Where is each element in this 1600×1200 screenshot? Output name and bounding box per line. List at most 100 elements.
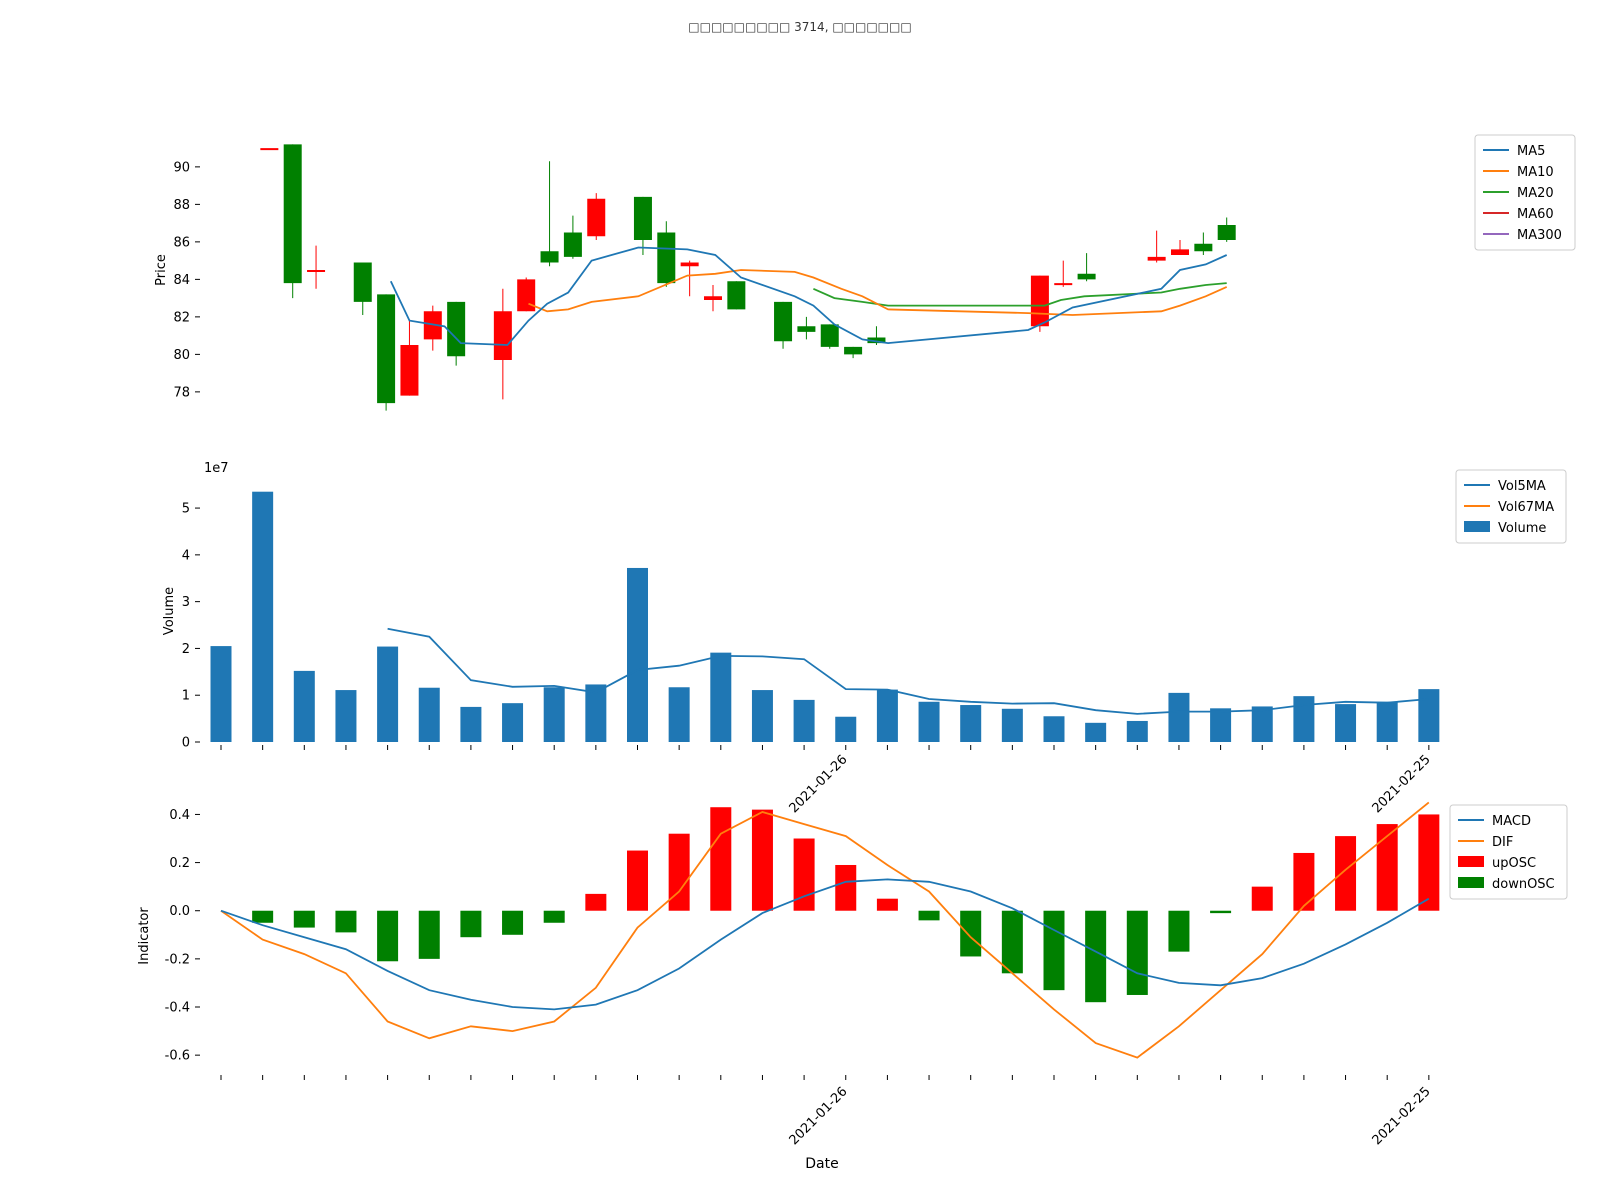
candle-body [260, 148, 279, 151]
osc-up-bar [710, 807, 732, 911]
candle [657, 221, 676, 287]
indicator-line-dif [220, 801, 1430, 1059]
legend-label: DIF [1492, 835, 1513, 850]
volume-bar [710, 652, 732, 742]
price-y-tick-label: 90 [173, 160, 190, 175]
volume-bar [1085, 722, 1107, 742]
volume-bar [1126, 720, 1148, 742]
volume-bar [1168, 692, 1190, 742]
candle [400, 320, 419, 396]
price-legend-frame [1474, 134, 1576, 251]
price-y-label: Price [154, 254, 169, 286]
volume-bar [585, 684, 607, 742]
indicator-x-tick-label: 2021-02-25 [1370, 1084, 1434, 1148]
price-legend: MA5 MA10 MA20 MA60 MA300 [1474, 134, 1576, 251]
candle [704, 285, 722, 312]
legend-label: upOSC [1492, 856, 1536, 871]
volume-bar [1043, 716, 1065, 742]
candle-body [1030, 275, 1049, 327]
volume-bar [751, 690, 773, 742]
osc-down-bar [543, 910, 565, 923]
volume-legend: Vol5MA Vol67MA Volume [1455, 469, 1567, 544]
osc-up-bar [585, 893, 607, 911]
legend-label: MACD [1492, 814, 1531, 829]
legend-label: MA60 [1517, 207, 1554, 222]
price-line-ma20 [813, 282, 1227, 307]
price-line-ma5 [389, 246, 1228, 346]
volume-y-tick-label: 3 [182, 595, 190, 610]
volume-bar [1251, 706, 1273, 742]
price-y-tick-label: 82 [173, 310, 190, 325]
price-y-tick-label: 78 [173, 385, 190, 400]
indicator-y-tick-label: 0.2 [169, 856, 190, 871]
volume-bar [210, 646, 232, 742]
legend-swatch [1464, 521, 1490, 532]
candle-body [657, 232, 676, 284]
osc-up-bar [793, 838, 815, 911]
candle-body [867, 337, 886, 344]
price-y-tick-label: 88 [173, 198, 190, 213]
price-y-axis: 78 80 82 84 86 88 90 [173, 160, 200, 400]
osc-up-bar [751, 809, 773, 911]
candle [820, 324, 839, 349]
candle [283, 144, 302, 299]
volume-scale-label: 1e7 [204, 461, 229, 476]
candle [1194, 232, 1213, 255]
indicator-y-label: Indicator [137, 907, 152, 965]
candle [797, 316, 816, 340]
candle-body [493, 311, 512, 360]
candle-body [1171, 249, 1189, 255]
volume-bar [835, 716, 857, 742]
osc-down-bar [293, 910, 315, 928]
indicator-y-tick-label: -0.4 [165, 1001, 190, 1016]
osc-up-bar [835, 864, 857, 911]
volume-bar [1418, 689, 1440, 742]
candle [563, 215, 582, 259]
price-line-ma10 [528, 269, 1228, 316]
indicator-legend: MACD DIF upOSC downOSC [1449, 804, 1568, 900]
volume-bar [502, 703, 524, 742]
legend-label: downOSC [1492, 877, 1555, 892]
candle-body [1147, 256, 1166, 261]
candle-body [1054, 283, 1073, 286]
volume-x-tick-label: 2021-01-26 [787, 752, 851, 816]
indicator-y-tick-label: 0.4 [169, 808, 190, 823]
candle-body [1077, 273, 1096, 280]
volume-bar [918, 701, 940, 742]
candle-body [307, 270, 326, 272]
indicator-line-macd [220, 878, 1430, 1011]
osc-down-bar [252, 910, 274, 923]
volume-bar [293, 670, 315, 742]
candle [447, 301, 466, 366]
indicator-y-tick-label: -0.6 [165, 1049, 190, 1064]
osc-down-bar [1085, 910, 1107, 1003]
candle-body [820, 324, 839, 347]
legend-label: Vol5MA [1498, 479, 1546, 494]
price-y-tick-label: 86 [173, 235, 190, 250]
osc-up-bar [1335, 836, 1357, 911]
osc-down-bar [1168, 910, 1190, 952]
candle [353, 262, 372, 315]
volume-bar [1376, 701, 1398, 742]
volume-bar [1210, 708, 1232, 742]
osc-down-bar [460, 910, 482, 938]
volume-bar [793, 699, 815, 742]
candle [844, 346, 863, 359]
volume-bar [1335, 704, 1357, 742]
osc-down-bar [418, 910, 440, 959]
candle [423, 305, 442, 351]
candle [1147, 230, 1166, 263]
osc-down-bar [1210, 910, 1232, 914]
candle [377, 294, 396, 411]
candle-body [1194, 243, 1213, 252]
osc-up-bar [1376, 824, 1398, 911]
volume-y-axis: 0 1 2 3 4 5 [182, 502, 200, 751]
candle-body [587, 198, 606, 237]
volume-y-label: Volume [162, 587, 177, 635]
legend-label: MA5 [1517, 144, 1545, 159]
volume-bar [668, 687, 690, 742]
legend-swatch [1458, 856, 1484, 867]
candle-body [447, 301, 466, 357]
